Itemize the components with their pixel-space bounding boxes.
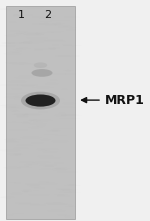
Text: MRP1: MRP1 [105, 94, 145, 107]
Ellipse shape [21, 92, 60, 109]
Ellipse shape [34, 63, 47, 68]
Ellipse shape [26, 94, 56, 107]
Text: 2: 2 [44, 10, 52, 20]
Ellipse shape [32, 69, 52, 77]
Text: 1: 1 [18, 10, 24, 20]
Bar [6, 6, 75, 219]
